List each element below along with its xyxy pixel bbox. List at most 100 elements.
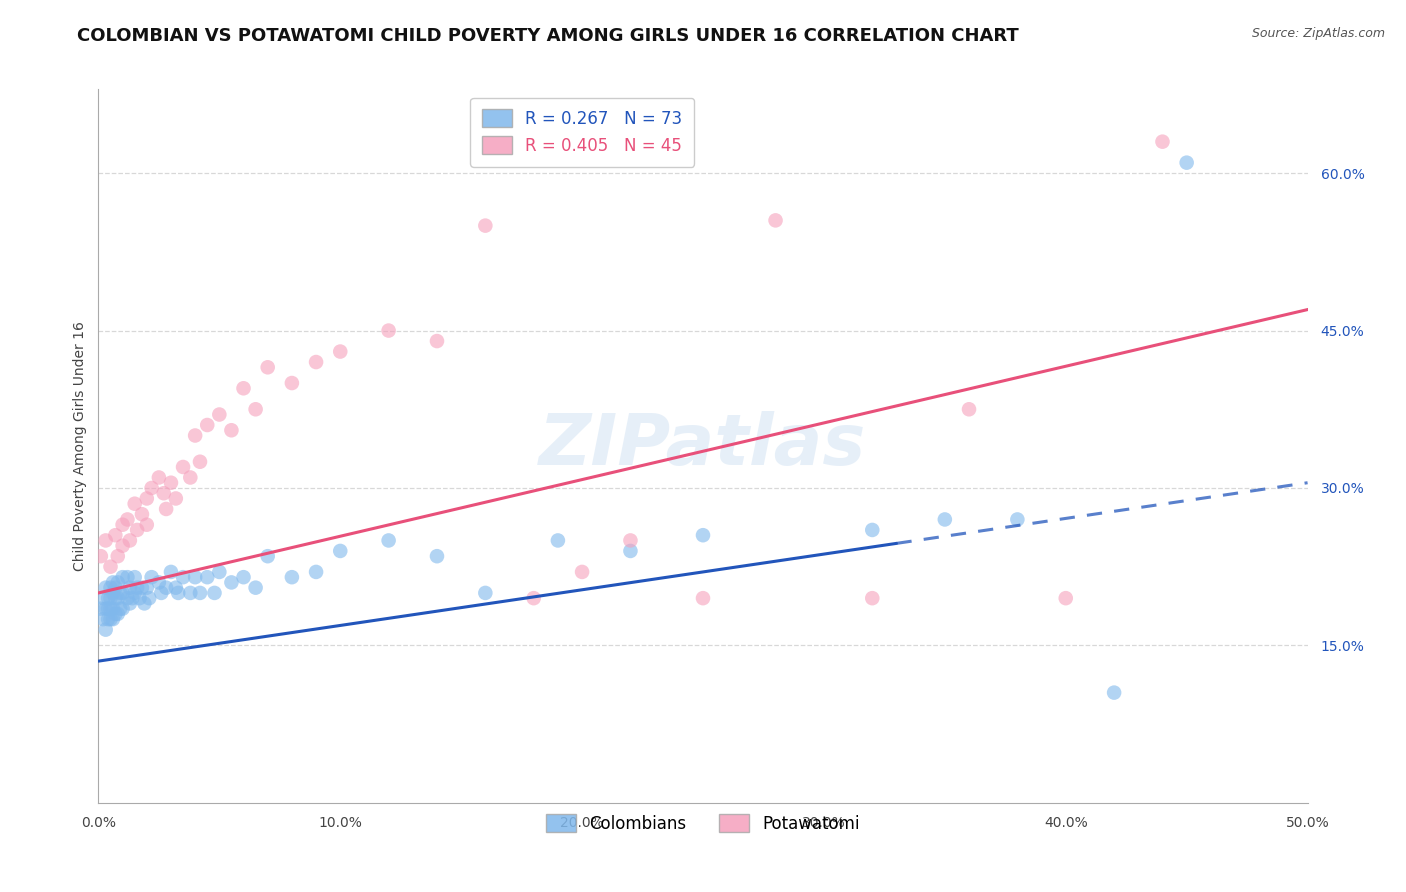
Point [94, 601, 117, 615]
Point [111, 517, 134, 532]
Point [195, 417, 218, 432]
Point [1054, 591, 1077, 606]
Point [1152, 135, 1174, 149]
Point [111, 586, 134, 600]
Point [184, 570, 207, 584]
Point [692, 528, 714, 542]
Point [90, 549, 112, 564]
Point [131, 507, 153, 521]
Point [124, 586, 146, 600]
Point [97, 612, 120, 626]
Point [571, 565, 593, 579]
Point [148, 575, 170, 590]
Point [305, 565, 328, 579]
Point [107, 607, 129, 621]
Point [111, 539, 134, 553]
Point [179, 586, 201, 600]
Point [377, 533, 399, 548]
Point [221, 423, 243, 437]
Point [619, 533, 641, 548]
Point [108, 586, 131, 600]
Point [256, 360, 278, 375]
Point [619, 544, 641, 558]
Point [104, 607, 127, 621]
Point [100, 559, 122, 574]
Point [232, 570, 254, 584]
Point [195, 570, 218, 584]
Point [426, 549, 449, 564]
Point [135, 491, 157, 506]
Point [104, 528, 127, 542]
Point [117, 591, 139, 606]
Point [108, 601, 131, 615]
Point [124, 570, 146, 584]
Point [121, 591, 143, 606]
Point [150, 586, 173, 600]
Point [523, 591, 546, 606]
Point [204, 586, 226, 600]
Point [167, 586, 190, 600]
Point [281, 376, 304, 390]
Point [111, 570, 134, 584]
Point [118, 596, 141, 610]
Point [135, 581, 157, 595]
Point [245, 581, 267, 595]
Point [155, 502, 177, 516]
Point [547, 533, 569, 548]
Point [1175, 155, 1198, 169]
Point [160, 475, 183, 490]
Point [101, 586, 124, 600]
Point [104, 581, 127, 595]
Point [329, 344, 352, 359]
Point [179, 470, 201, 484]
Point [91, 612, 114, 626]
Point [90, 601, 112, 615]
Point [188, 586, 211, 600]
Point [91, 591, 114, 606]
Point [100, 601, 122, 615]
Point [208, 408, 231, 422]
Point [104, 591, 127, 606]
Point [138, 591, 160, 606]
Point [377, 324, 399, 338]
Point [165, 581, 187, 595]
Point [101, 575, 124, 590]
Point [148, 470, 170, 484]
Point [135, 517, 157, 532]
Point [124, 497, 146, 511]
Point [118, 581, 141, 595]
Point [474, 219, 496, 233]
Point [94, 581, 117, 595]
Point [127, 581, 149, 595]
Point [765, 213, 787, 227]
Point [172, 570, 194, 584]
Point [117, 570, 139, 584]
Point [97, 591, 120, 606]
Point [165, 491, 187, 506]
Point [256, 549, 278, 564]
Point [232, 381, 254, 395]
Point [100, 612, 122, 626]
Point [329, 544, 352, 558]
Point [155, 581, 177, 595]
Point [474, 586, 496, 600]
Point [692, 591, 714, 606]
Point [118, 533, 141, 548]
Legend: Colombians, Potawatomi: Colombians, Potawatomi [534, 803, 872, 845]
Point [1007, 512, 1029, 526]
Point [141, 570, 163, 584]
Text: COLOMBIAN VS POTAWATOMI CHILD POVERTY AMONG GIRLS UNDER 16 CORRELATION CHART: COLOMBIAN VS POTAWATOMI CHILD POVERTY AM… [77, 27, 1019, 45]
Y-axis label: Child Poverty Among Girls Under 16: Child Poverty Among Girls Under 16 [73, 321, 87, 571]
Point [117, 512, 139, 526]
Point [107, 549, 129, 564]
Text: Source: ZipAtlas.com: Source: ZipAtlas.com [1251, 27, 1385, 40]
Point [172, 460, 194, 475]
Point [305, 355, 328, 369]
Point [100, 581, 122, 595]
Point [281, 570, 304, 584]
Point [1102, 685, 1125, 699]
Point [860, 591, 883, 606]
Point [100, 591, 122, 606]
Point [141, 481, 163, 495]
Point [127, 523, 149, 537]
